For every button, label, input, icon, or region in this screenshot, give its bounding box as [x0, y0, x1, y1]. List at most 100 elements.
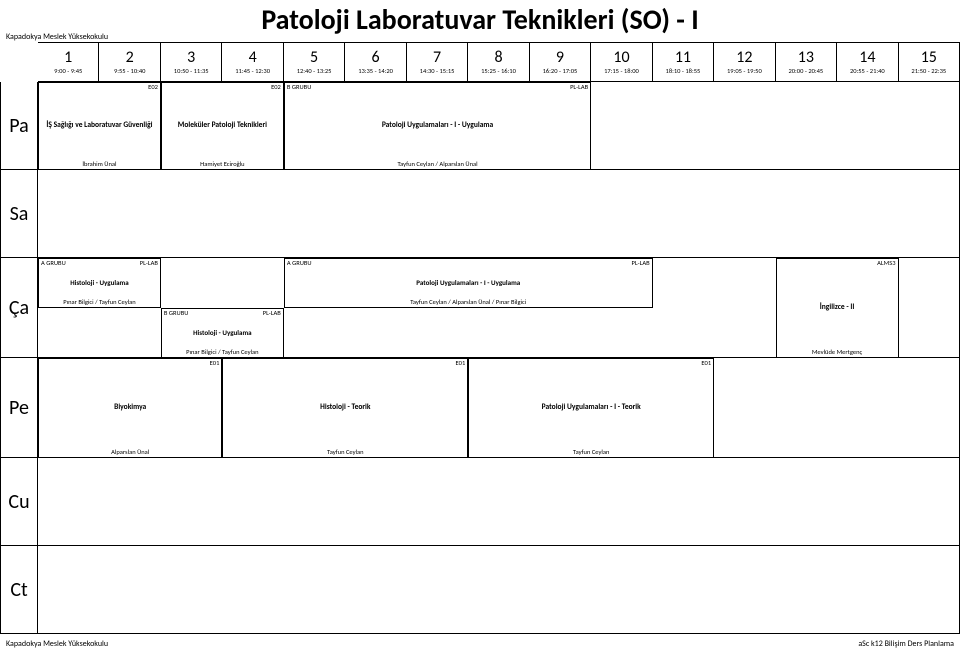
period-header-14: 1420:55 - 21:40 [837, 42, 898, 82]
day-body-Ct [38, 546, 960, 634]
block-course-name: Histoloji - Teorik [225, 404, 465, 412]
block-top-row: ALMS3 [779, 260, 896, 267]
block-top-row: A GRUBUPL-LAB [41, 260, 158, 267]
lesson-block: E01BiyokimyaAlparslan Ünal [38, 358, 222, 458]
period-header-6: 6 13:35 - 14:20 [345, 42, 406, 82]
period-time: 16:20 - 17:05 [543, 68, 578, 75]
day-body-Cu [38, 458, 960, 546]
day-row-Sa: Sa [0, 170, 960, 258]
block-top-row: E02 [164, 84, 281, 91]
day-label-Ct: Ct [0, 546, 38, 634]
block-top-row: E01 [41, 360, 219, 367]
period-num: 5 [310, 50, 318, 66]
block-course-name: Histoloji - Uygulama [41, 279, 158, 287]
schedule-grid: 1 9:00 - 9:45 29:55 - 10:40 3 10:50 - 11:35 4… [0, 42, 960, 635]
period-header-11: 11 18:10 - 18:55 [653, 42, 714, 82]
block-teacher: Tayfun Ceylan / Alparslan Ünal / Pınar B… [287, 299, 650, 306]
period-header-12: 12 19:05 - 19:50 [714, 42, 775, 82]
block-group-label: A GRUBU [287, 260, 312, 267]
block-teacher: Mevlüde Mertgenç [779, 349, 896, 356]
block-top-row: E01 [471, 360, 711, 367]
block-room-label: E01 [455, 360, 465, 367]
period-time: 14:30 - 15:15 [420, 68, 455, 75]
period-header-9: 916:20 - 17:05 [530, 42, 591, 82]
block-top-row: B GRUBU PL-LAB [287, 84, 588, 91]
block-teacher: Pınar Bilgici / Tayfun Ceylan [41, 299, 158, 306]
block-room-label: PL-LAB [570, 84, 588, 91]
block-course-name: Patoloji Uygulamaları - I - Uygulama [287, 122, 588, 130]
lesson-block: B GRUBU PL-LAB Histoloji - Uygulama Pınar B… [161, 308, 284, 358]
block-room-label: PL-LAB [263, 310, 281, 317]
footer-right: aSc k12 Bilişim Ders Planlama [858, 639, 954, 649]
block-teacher: Hamiyet Eciroğlu [164, 161, 281, 168]
block-course-name: İŞ Sağlığı ve Laboratuvar Güvenliği [41, 122, 158, 130]
period-time: 9:55 - 10:40 [114, 68, 145, 75]
block-room-label: E01 [210, 360, 220, 367]
block-teacher: Tayfun Ceylan [225, 449, 465, 456]
period-time: 10:50 - 11:35 [174, 68, 209, 75]
block-teacher: Pınar Bilgici / Tayfun Ceylan [164, 349, 281, 356]
period-num: 14 [859, 50, 875, 66]
period-time: 11:45 - 12:30 [235, 68, 270, 75]
block-course-name: Moleküler Patoloji Teknikleri [164, 122, 281, 130]
block-course-name: Patoloji Uygulamaları - I - Teorik [471, 404, 711, 412]
day-label-Cu: Cu [0, 458, 38, 546]
block-room-label: E02 [271, 84, 281, 91]
day-row-Pe: PeE01BiyokimyaAlparslan ÜnalE01Histoloji… [0, 358, 960, 458]
block-top-row: E01 [225, 360, 465, 367]
period-time: 13:35 - 14:20 [358, 68, 393, 75]
block-teacher: Tayfun Ceylan [471, 449, 711, 456]
day-body-Pe: E01BiyokimyaAlparslan ÜnalE01Histoloji -… [38, 358, 960, 458]
lesson-block: E02İŞ Sağlığı ve Laboratuvar Güvenliğiİb… [38, 82, 161, 170]
period-header-4: 4 11:45 - 12:30 [222, 42, 283, 82]
period-num: 4 [249, 50, 257, 66]
period-time: 17:15 - 18:00 [604, 68, 639, 75]
period-time: 19:05 - 19:50 [727, 68, 762, 75]
period-time: 12:40 - 13:25 [297, 68, 332, 75]
period-num: 10 [613, 50, 629, 66]
lesson-block: A GRUBUPL-LABPatoloji Uygulamaları - I -… [284, 258, 653, 308]
lesson-block: E02 Moleküler Patoloji Teknikleri Hamiyet … [161, 82, 284, 170]
period-time: 18:10 - 18:55 [666, 68, 701, 75]
period-header-10: 10 17:15 - 18:00 [591, 42, 652, 82]
lesson-block: E01 Histoloji - Teorik Tayfun Ceylan [222, 358, 468, 458]
block-course-name: İngilizce - II [779, 304, 896, 312]
day-row-Ça: ÇaA GRUBUPL-LABHistoloji - UygulamaPınar… [0, 258, 960, 358]
period-num: 3 [187, 50, 195, 66]
block-top-row: B GRUBU PL-LAB [164, 310, 281, 317]
period-header-2: 29:55 - 10:40 [99, 42, 160, 82]
school-header: Kapadokya Meslek Yüksekokulu [6, 32, 108, 42]
period-header-15: 15 21:50 - 22:35 [899, 42, 960, 82]
period-time: 15:25 - 16:10 [481, 68, 516, 75]
day-body-Pa: E02İŞ Sağlığı ve Laboratuvar Güvenliğiİb… [38, 82, 960, 170]
period-num: 6 [372, 50, 380, 66]
period-header-row: 1 9:00 - 9:45 29:55 - 10:40 3 10:50 - 11:35 4… [0, 42, 960, 82]
period-header-5: 5 12:40 - 13:25 [284, 42, 345, 82]
block-room-label: E01 [701, 360, 711, 367]
period-header-8: 8 15:25 - 16:10 [468, 42, 529, 82]
block-course-name: Biyokimya [41, 404, 219, 412]
block-course-name: Histoloji - Uygulama [164, 329, 281, 337]
day-body-Sa [38, 170, 960, 258]
period-time: 21:50 - 22:35 [911, 68, 946, 75]
block-group-label: B GRUBU [287, 84, 312, 91]
day-label-Pa: Pa [0, 82, 38, 170]
day-label-Sa: Sa [0, 170, 38, 258]
period-time: 9:00 - 9:45 [54, 68, 82, 75]
block-room-label: E02 [148, 84, 158, 91]
period-time: 20:00 - 20:45 [788, 68, 823, 75]
lesson-block: A GRUBUPL-LAB Histoloji - Uygulama Pınar B… [38, 258, 161, 308]
corner-cell [0, 42, 38, 82]
block-group-label: A GRUBU [41, 260, 66, 267]
lesson-block: E01 Patoloji Uygulamaları - I - Teorik Tay… [468, 358, 714, 458]
period-num: 15 [921, 50, 937, 66]
period-num: 8 [494, 50, 502, 66]
period-num: 12 [736, 50, 752, 66]
period-num: 13 [798, 50, 814, 66]
block-group-label: B GRUBU [164, 310, 189, 317]
block-top-row: A GRUBU PL-LAB [287, 260, 650, 267]
period-num: 11 [675, 50, 691, 66]
day-label-Pe: Pe [0, 358, 38, 458]
period-num: 1 [64, 50, 72, 66]
block-room-label: PL-LAB [632, 260, 650, 267]
